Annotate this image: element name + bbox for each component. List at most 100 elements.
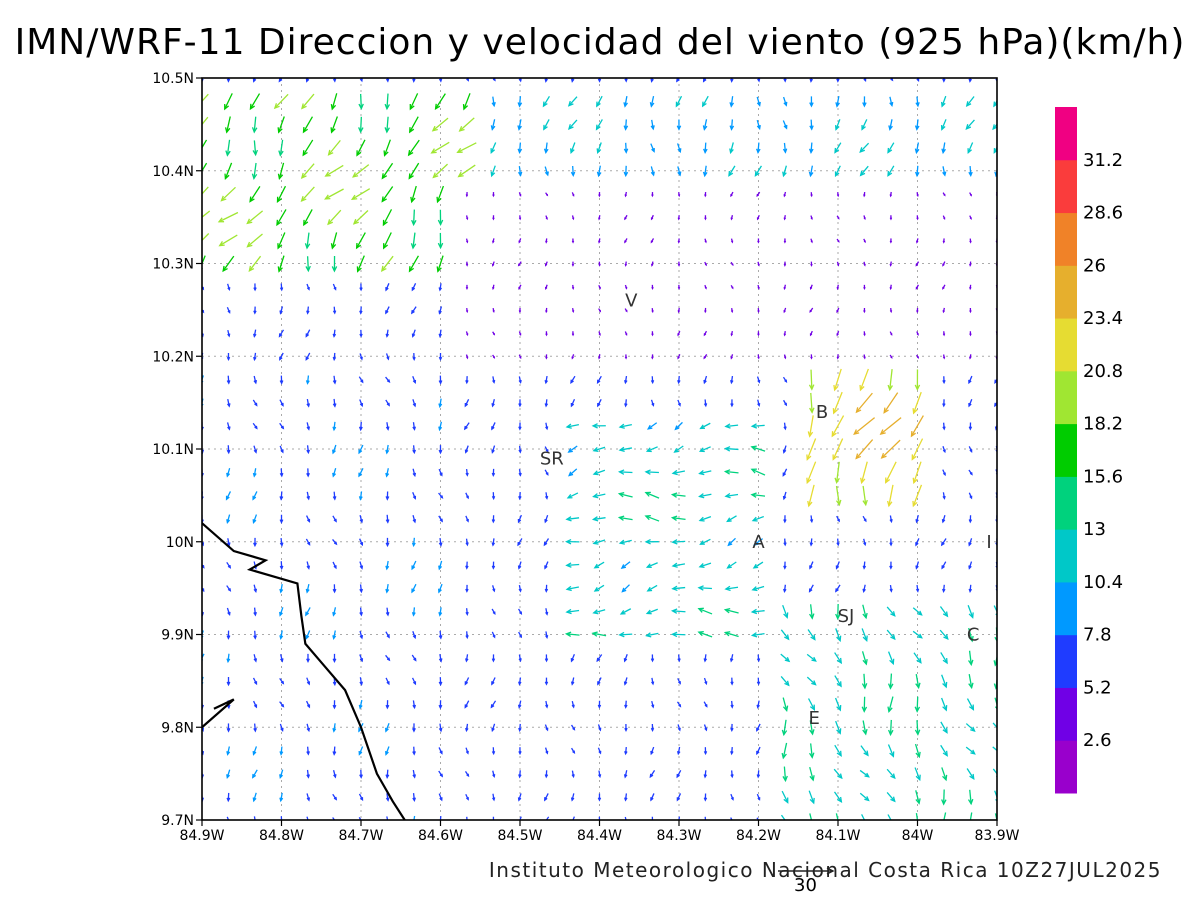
wind-arrow-head bbox=[808, 588, 813, 593]
wind-arrow-head bbox=[730, 751, 734, 756]
wind-arrow-shaft bbox=[675, 95, 683, 107]
wind-arrow bbox=[969, 284, 972, 291]
wind-arrow-shaft bbox=[437, 255, 444, 272]
wind-arrow-shaft bbox=[408, 255, 419, 272]
wind-arrow-head bbox=[598, 727, 602, 732]
wind-arrow-head bbox=[730, 797, 734, 801]
wind-arrow bbox=[889, 96, 894, 108]
wind-arrow bbox=[968, 515, 973, 524]
wind-arrow bbox=[651, 816, 654, 820]
wind-arrow-head bbox=[941, 799, 947, 806]
wind-arrow bbox=[783, 399, 788, 407]
wind-arrow-shaft bbox=[752, 515, 765, 522]
wind-arrow-shaft bbox=[439, 816, 442, 820]
wind-arrow-shaft bbox=[730, 817, 733, 820]
wind-arrow bbox=[835, 628, 842, 643]
wind-arrow-head bbox=[517, 171, 523, 177]
wind-arrow-shaft bbox=[835, 119, 841, 130]
wind-arrow-head bbox=[411, 612, 416, 617]
wind-arrow-head bbox=[517, 518, 522, 524]
wind-arrow-head bbox=[915, 774, 921, 782]
wind-arrow-head bbox=[968, 519, 973, 524]
wind-arrow bbox=[969, 308, 972, 314]
wind-arrow-head bbox=[863, 821, 867, 826]
wind-arrow bbox=[226, 422, 231, 431]
wind-arrow-shaft bbox=[698, 631, 713, 638]
wind-arrow bbox=[385, 353, 390, 361]
wind-arrow bbox=[572, 816, 576, 820]
wind-arrow bbox=[411, 560, 417, 571]
wind-arrow-head bbox=[566, 493, 573, 499]
wind-arrow-head bbox=[407, 149, 414, 157]
wind-arrow bbox=[916, 78, 920, 83]
wind-arrow bbox=[620, 561, 631, 570]
wind-arrow-head bbox=[217, 217, 225, 223]
wind-arrow bbox=[252, 792, 257, 803]
city-label: V bbox=[625, 291, 638, 312]
wind-arrow-shaft bbox=[968, 627, 973, 642]
wind-arrow bbox=[624, 354, 628, 360]
wind-arrow bbox=[646, 584, 658, 592]
wind-arrow bbox=[808, 790, 815, 805]
wind-arrow-head bbox=[809, 752, 815, 759]
wind-arrow bbox=[698, 446, 711, 453]
wind-arrow-head bbox=[915, 798, 921, 805]
wind-arrow-head bbox=[968, 78, 973, 83]
wind-arrow bbox=[914, 767, 921, 782]
wind-arrow-head bbox=[836, 194, 840, 198]
wind-arrow bbox=[385, 793, 390, 802]
wind-arrow-head bbox=[783, 286, 787, 291]
wind-arrow-shaft bbox=[458, 164, 476, 178]
wind-arrow-head bbox=[570, 797, 575, 802]
wind-arrow-head bbox=[862, 635, 868, 642]
wind-arrow bbox=[491, 468, 496, 477]
wind-arrow bbox=[968, 492, 973, 500]
wind-arrow-shaft bbox=[832, 438, 844, 460]
wind-arrow-head bbox=[916, 310, 919, 314]
wind-arrow bbox=[780, 676, 790, 687]
wind-arrow bbox=[385, 700, 390, 710]
wind-arrow bbox=[226, 306, 231, 314]
wind-arrow-shaft bbox=[965, 723, 975, 732]
wind-arrow-head bbox=[598, 333, 601, 337]
wind-arrow-head bbox=[756, 658, 761, 663]
wind-arrow-head bbox=[381, 173, 388, 180]
wind-arrow bbox=[756, 119, 761, 131]
wind-arrow bbox=[943, 812, 947, 820]
wind-arrow bbox=[730, 817, 733, 820]
wind-arrow-head bbox=[226, 774, 231, 780]
wind-arrow-head bbox=[623, 171, 629, 178]
wind-arrow-head bbox=[809, 309, 813, 313]
wind-arrow bbox=[942, 331, 946, 337]
wind-arrow bbox=[644, 469, 659, 475]
wind-arrow-head bbox=[598, 309, 602, 313]
colorbar-swatch bbox=[1055, 318, 1077, 372]
wind-arrow-head bbox=[382, 219, 388, 227]
wind-arrow-head bbox=[677, 240, 681, 244]
wind-arrow bbox=[809, 330, 813, 337]
wind-arrow-head bbox=[465, 727, 469, 733]
wind-arrow-head bbox=[226, 542, 231, 547]
wind-arrow-head bbox=[596, 148, 602, 155]
wind-arrow bbox=[305, 515, 311, 523]
wind-arrow-head bbox=[651, 333, 654, 337]
wind-arrow-shaft bbox=[888, 484, 894, 506]
wind-arrow-shaft bbox=[939, 629, 949, 640]
wind-arrow-shaft bbox=[596, 119, 603, 130]
wind-arrow bbox=[543, 119, 550, 131]
wind-arrow bbox=[596, 165, 602, 178]
wind-arrow bbox=[226, 653, 231, 664]
wind-arrow bbox=[385, 584, 390, 594]
wind-arrow bbox=[650, 143, 655, 153]
wind-arrow-shaft bbox=[700, 446, 711, 452]
wind-arrow bbox=[834, 142, 842, 154]
wind-arrow-head bbox=[783, 194, 786, 198]
wind-arrow bbox=[438, 677, 443, 687]
wind-arrow bbox=[438, 700, 443, 710]
wind-arrow-head bbox=[724, 585, 731, 592]
wind-arrow-shaft bbox=[913, 461, 922, 483]
wind-arrow-head bbox=[649, 102, 655, 108]
wind-arrow-head bbox=[438, 565, 443, 571]
wind-arrow-shaft bbox=[301, 93, 315, 109]
wind-arrow-head bbox=[833, 384, 839, 392]
